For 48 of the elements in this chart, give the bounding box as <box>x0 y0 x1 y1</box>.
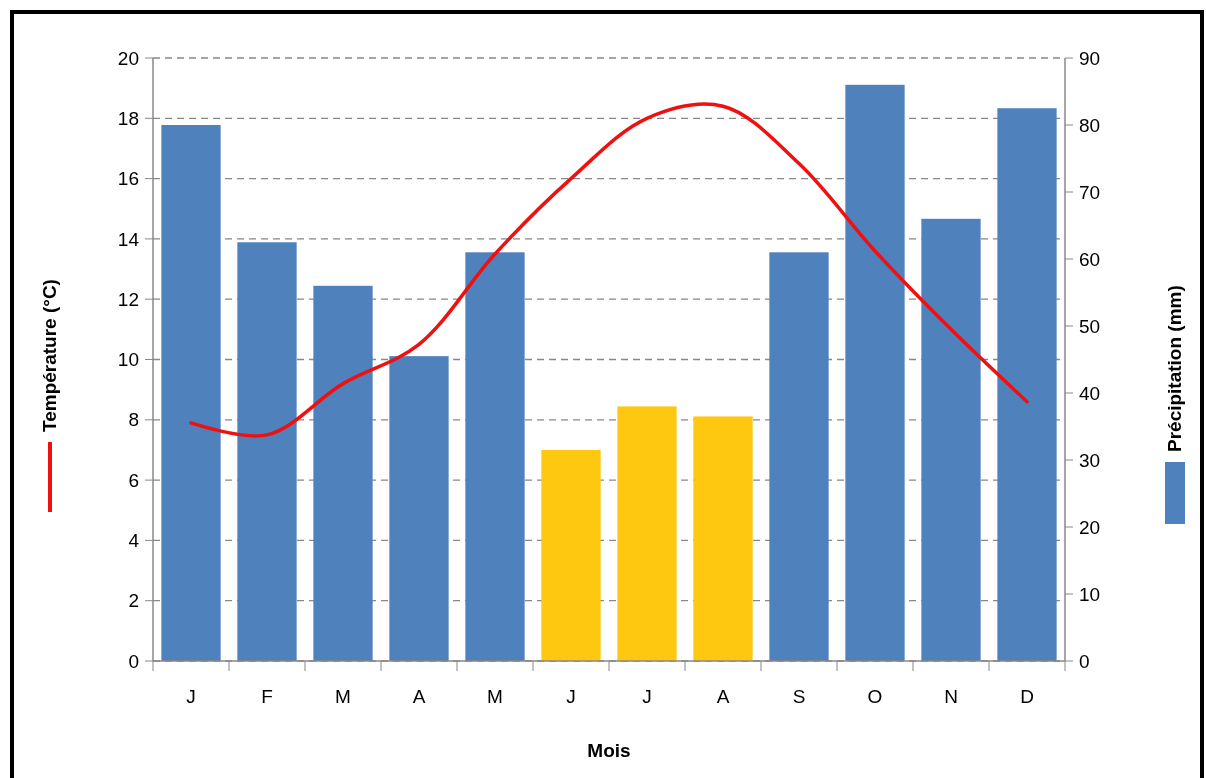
x-tick-label: A <box>412 686 426 707</box>
bar <box>465 252 525 661</box>
bar <box>389 356 449 661</box>
y2-tick-label: 70 <box>1079 181 1101 203</box>
bar <box>313 285 373 661</box>
bar <box>693 416 753 661</box>
x-tick-label: S <box>792 686 806 707</box>
x-tick-label: O <box>867 686 883 707</box>
y-tick-label: 18 <box>117 107 139 129</box>
x-tick-label: D <box>1020 686 1034 707</box>
x-tick-label: J <box>642 686 652 707</box>
bar <box>769 252 829 661</box>
x-tick-label: M <box>335 686 351 707</box>
y2-tick-label: 20 <box>1079 516 1101 538</box>
bar <box>541 449 601 661</box>
bar <box>997 108 1057 661</box>
x-tick-label: F <box>261 686 273 707</box>
y2-tick-label: 60 <box>1079 248 1101 270</box>
y-tick-label: 0 <box>128 650 139 672</box>
y-tick-label: 2 <box>128 590 139 612</box>
bar <box>845 84 905 661</box>
y-tick-label: 16 <box>117 168 139 190</box>
y2-tick-label: 80 <box>1079 114 1101 136</box>
y2-tick-label: 50 <box>1079 315 1101 337</box>
bar <box>617 406 677 661</box>
y2-tick-label: 30 <box>1079 449 1101 471</box>
y2-tick-label: 40 <box>1079 382 1101 404</box>
y2-tick-label: 90 <box>1079 47 1101 69</box>
x-tick-label: A <box>716 686 730 707</box>
y2-tick-label: 0 <box>1079 650 1090 672</box>
x-tick-label: N <box>944 686 958 707</box>
y-tick-label: 12 <box>117 288 139 310</box>
bar <box>921 218 981 661</box>
y-tick-label: 6 <box>128 469 139 491</box>
x-tick-label: M <box>487 686 503 707</box>
bar <box>161 125 221 661</box>
y2-tick-label: 10 <box>1079 583 1101 605</box>
y-tick-label: 4 <box>128 530 140 552</box>
y-tick-label: 20 <box>117 47 139 69</box>
x-tick-label: J <box>566 686 576 707</box>
y-tick-label: 10 <box>117 349 139 371</box>
y-tick-label: 14 <box>117 228 140 250</box>
y-tick-label: 8 <box>128 409 139 431</box>
y-axis-title: Température (°C) <box>39 279 60 432</box>
bar <box>237 242 297 661</box>
x-tick-label: J <box>186 686 196 707</box>
y2-axis-title: Précipitation (mm) <box>1164 285 1185 452</box>
x-axis-title: Mois <box>587 740 631 761</box>
